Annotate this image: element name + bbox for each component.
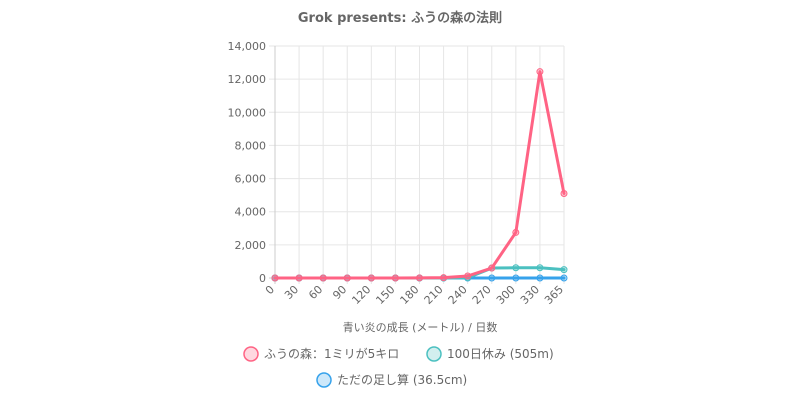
y-tick-label: 14,000 [228,40,267,53]
data-point[interactable] [391,274,399,282]
legend-marker [426,346,442,362]
data-point[interactable] [416,274,423,282]
data-point[interactable] [560,189,568,197]
x-tick-label: 0 [263,283,277,297]
y-tick-label: 12,000 [228,73,267,86]
x-tick-label: 240 [446,283,470,307]
x-tick-label: 60 [306,283,325,302]
y-tick-label: 0 [259,272,266,285]
data-point[interactable] [536,264,544,272]
data-point[interactable] [560,266,568,274]
series-layer [271,68,568,282]
legend-item-2[interactable]: 100日休み (505m) [426,346,554,362]
x-axis-label: 青い炎の成長 (メートル) / 日数 [343,321,498,334]
data-point[interactable] [512,274,520,282]
x-tick-label: 90 [330,283,349,302]
x-tick-label: 365 [542,283,566,307]
data-point[interactable] [295,274,303,282]
y-tick-label: 10,000 [228,106,267,119]
data-point[interactable] [536,274,544,282]
data-point[interactable] [464,272,472,280]
data-point[interactable] [536,68,544,76]
grid [269,45,565,284]
legend-label: ふうの森：1ミリが5キロ [264,346,399,361]
legend-label: 100日休み (505m) [447,347,554,361]
x-tick-label: 120 [349,283,373,307]
data-point[interactable] [488,274,496,282]
data-point[interactable] [560,274,568,282]
y-tick-label: 2,000 [235,239,267,252]
x-tick-label: 30 [282,283,301,302]
x-tick-label: 300 [494,283,518,307]
data-point[interactable] [488,264,496,272]
legend-marker [243,346,259,362]
y-tick-label: 6,000 [235,173,267,186]
legend-item-1[interactable]: ふうの森：1ミリが5キロ [243,346,399,362]
series-1 [271,68,568,282]
y-tick-label: 8,000 [235,139,267,152]
legend-marker [316,372,332,388]
data-point[interactable] [343,274,351,282]
data-point[interactable] [367,274,375,282]
x-tick-label: 180 [398,283,422,307]
y-tick-label: 4,000 [235,206,267,219]
x-tick-label: 210 [422,283,446,307]
data-point[interactable] [512,228,520,236]
data-point[interactable] [512,264,520,272]
x-axis-ticks: 0 30 60 90 120 150 180 210 240 270 300 330 365 [263,283,566,307]
legend-item-3[interactable]: ただの足し算 (36.5cm) [316,372,467,388]
legend[interactable]: ふうの森：1ミリが5キロ 100日休み (505m) ただの足し算 (36.5cm) [243,346,554,388]
x-tick-label: 270 [470,283,494,307]
chart-title: Grok presents: ふうの森の法則 [298,10,502,26]
x-tick-label: 330 [518,283,542,307]
legend-label: ただの足し算 (36.5cm) [337,372,467,387]
series-line [273,70,566,280]
data-point[interactable] [440,274,448,282]
data-point[interactable] [319,274,327,282]
data-point[interactable] [271,274,279,282]
y-axis-ticks: 0 2,000 4,000 6,000 8,000 10,000 12,000 14,000 [228,40,267,285]
x-tick-label: 150 [373,283,397,307]
